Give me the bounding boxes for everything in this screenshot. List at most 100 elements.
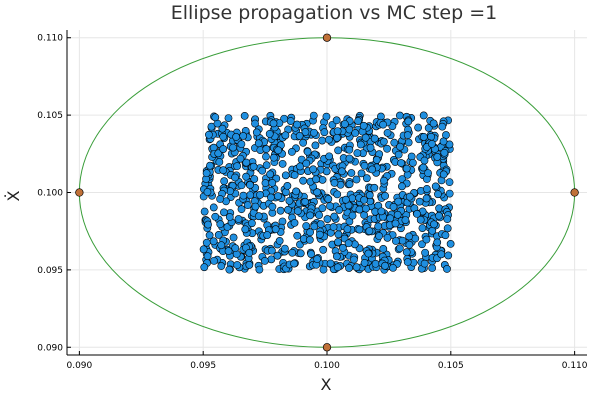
sample-point bbox=[216, 220, 225, 229]
sample-point bbox=[290, 171, 299, 179]
ellipse-extreme-point bbox=[322, 33, 332, 42]
sample-point bbox=[433, 238, 442, 247]
sample-point bbox=[269, 119, 278, 128]
sample-point bbox=[364, 249, 373, 258]
sample-point bbox=[274, 146, 283, 155]
sample-point bbox=[262, 152, 270, 161]
sample-point bbox=[379, 176, 388, 185]
sample-point bbox=[379, 245, 388, 253]
y-tick-label: 0.090 bbox=[37, 343, 63, 353]
x-tick-label: 0.100 bbox=[314, 361, 340, 371]
sample-point bbox=[265, 129, 274, 138]
sample-point bbox=[365, 191, 374, 200]
sample-point bbox=[386, 214, 395, 223]
sample-point bbox=[405, 232, 413, 241]
sample-point bbox=[209, 237, 218, 246]
sample-point bbox=[366, 143, 375, 152]
sample-point bbox=[356, 140, 365, 149]
sample-point bbox=[404, 138, 413, 147]
sample-point bbox=[408, 158, 417, 167]
y-tick-label: 0.100 bbox=[37, 189, 63, 199]
sample-point bbox=[315, 230, 324, 239]
sample-point bbox=[325, 135, 333, 144]
ellipse-extreme-point bbox=[322, 343, 332, 352]
chart-title: Ellipse propagation vs MC step =1 bbox=[171, 2, 497, 24]
sample-point bbox=[360, 258, 369, 267]
sample-point bbox=[254, 139, 263, 148]
sample-point bbox=[262, 145, 271, 153]
sample-point bbox=[368, 165, 377, 174]
sample-point bbox=[398, 236, 407, 245]
sample-point bbox=[380, 137, 388, 146]
sample-point bbox=[401, 216, 410, 225]
sample-point bbox=[276, 206, 285, 215]
sample-point bbox=[310, 128, 318, 137]
sample-point bbox=[283, 182, 292, 190]
sample-point bbox=[269, 153, 278, 162]
sample-point bbox=[254, 212, 263, 221]
sample-point bbox=[355, 225, 364, 234]
sample-point bbox=[286, 117, 295, 125]
sample-point bbox=[428, 226, 437, 235]
sample-point bbox=[361, 133, 370, 142]
sample-point bbox=[443, 215, 452, 224]
sample-point bbox=[313, 255, 322, 263]
sample-point bbox=[445, 178, 454, 187]
sample-point bbox=[203, 188, 212, 196]
sample-point bbox=[419, 111, 428, 120]
sample-point bbox=[241, 225, 250, 234]
sample-point bbox=[210, 256, 218, 265]
sample-point bbox=[338, 243, 347, 252]
sample-point bbox=[345, 145, 354, 154]
sample-point bbox=[427, 132, 436, 141]
plot-area bbox=[75, 33, 579, 352]
sample-point bbox=[371, 259, 380, 268]
sample-point bbox=[414, 123, 423, 132]
sample-point bbox=[200, 207, 209, 216]
sample-point bbox=[445, 189, 454, 198]
sample-point bbox=[334, 238, 342, 246]
sample-point bbox=[362, 174, 371, 183]
sample-point bbox=[255, 265, 264, 274]
sample-point bbox=[440, 148, 449, 157]
sample-point bbox=[334, 230, 343, 239]
ellipse-extreme-point bbox=[75, 188, 84, 197]
sample-point bbox=[330, 212, 339, 221]
sample-point bbox=[389, 202, 398, 211]
sample-point bbox=[334, 146, 343, 155]
sample-point bbox=[245, 261, 254, 269]
sample-point bbox=[251, 119, 259, 128]
sample-point bbox=[422, 235, 431, 244]
sample-point bbox=[278, 159, 287, 168]
sample-point bbox=[345, 264, 353, 272]
sample-point bbox=[394, 150, 403, 159]
sample-point bbox=[433, 153, 442, 161]
sample-point bbox=[329, 223, 338, 231]
sample-point bbox=[413, 210, 421, 218]
sample-point bbox=[395, 111, 404, 120]
sample-point bbox=[219, 166, 228, 175]
sample-point bbox=[383, 144, 391, 153]
sample-point bbox=[232, 133, 241, 141]
sample-point bbox=[233, 261, 242, 269]
sample-point bbox=[443, 265, 451, 273]
sample-point bbox=[431, 182, 440, 191]
sample-point bbox=[397, 159, 406, 167]
ellipse-extreme-point bbox=[570, 188, 579, 197]
sample-point bbox=[318, 175, 327, 184]
sample-point bbox=[231, 173, 239, 182]
sample-point bbox=[281, 171, 290, 180]
sample-point bbox=[246, 181, 254, 189]
sample-point bbox=[365, 227, 374, 235]
sample-point bbox=[422, 185, 431, 193]
sample-point bbox=[280, 114, 289, 123]
sample-point bbox=[302, 159, 311, 168]
sample-point bbox=[418, 240, 426, 249]
sample-point bbox=[389, 264, 397, 272]
sample-point bbox=[203, 252, 212, 261]
sample-point bbox=[239, 191, 248, 200]
sample-point bbox=[295, 131, 304, 140]
sample-point bbox=[322, 112, 331, 121]
sample-point bbox=[421, 248, 430, 257]
sample-point bbox=[305, 236, 314, 244]
